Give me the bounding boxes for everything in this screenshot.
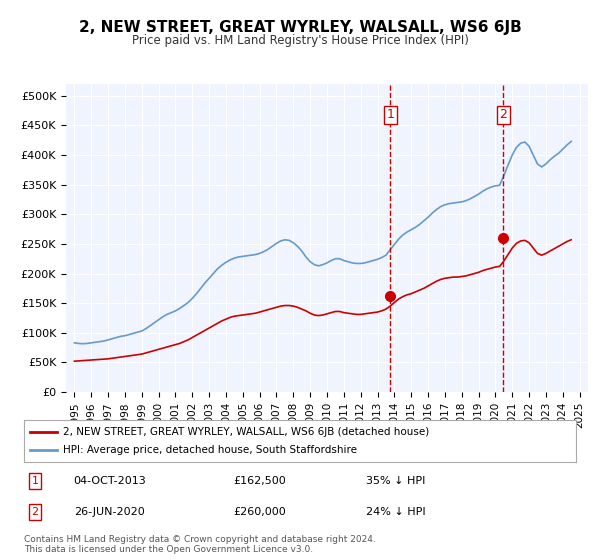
Text: 2: 2: [500, 108, 508, 122]
Text: Price paid vs. HM Land Registry's House Price Index (HPI): Price paid vs. HM Land Registry's House …: [131, 34, 469, 46]
Text: 24% ↓ HPI: 24% ↓ HPI: [366, 507, 426, 517]
Text: Contains HM Land Registry data © Crown copyright and database right 2024.
This d: Contains HM Land Registry data © Crown c…: [24, 535, 376, 554]
Text: 35% ↓ HPI: 35% ↓ HPI: [366, 476, 425, 486]
Text: £260,000: £260,000: [234, 507, 287, 517]
Text: 04-OCT-2013: 04-OCT-2013: [74, 476, 146, 486]
Text: 1: 1: [32, 476, 38, 486]
Text: 2, NEW STREET, GREAT WYRLEY, WALSALL, WS6 6JB (detached house): 2, NEW STREET, GREAT WYRLEY, WALSALL, WS…: [62, 427, 429, 437]
Text: 2: 2: [31, 507, 38, 517]
Text: 26-JUN-2020: 26-JUN-2020: [74, 507, 145, 517]
Text: HPI: Average price, detached house, South Staffordshire: HPI: Average price, detached house, Sout…: [62, 445, 356, 455]
Text: 2, NEW STREET, GREAT WYRLEY, WALSALL, WS6 6JB: 2, NEW STREET, GREAT WYRLEY, WALSALL, WS…: [79, 20, 521, 35]
Text: 1: 1: [386, 108, 394, 122]
Text: £162,500: £162,500: [234, 476, 287, 486]
